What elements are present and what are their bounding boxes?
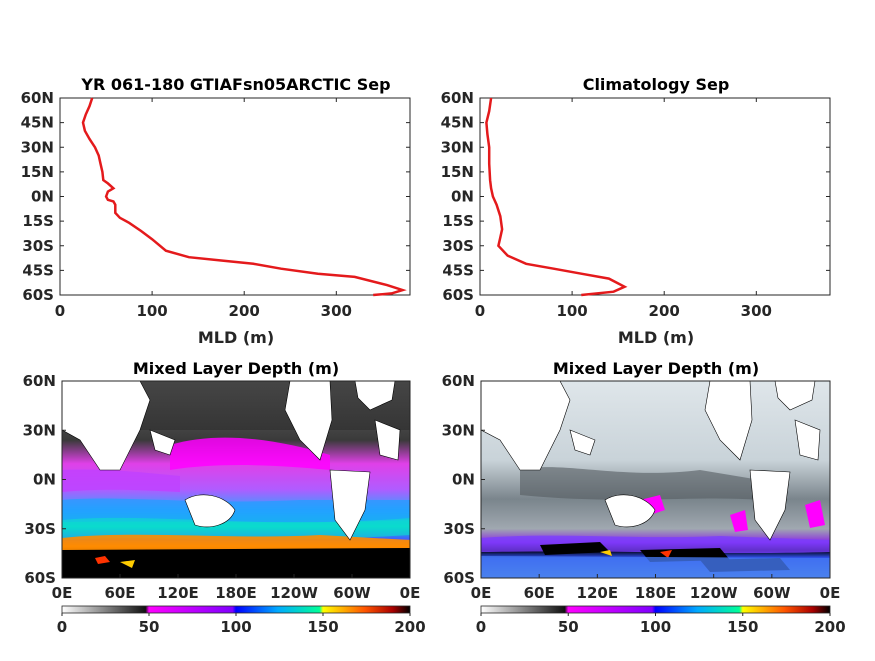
colorbar-tick-label: 100 — [640, 618, 671, 636]
colorbar-tick-label: 50 — [139, 618, 160, 636]
map-model-title: Mixed Layer Depth (m) — [133, 359, 339, 378]
ytick-label: 45S — [22, 261, 54, 279]
colorbar-tick-label: 200 — [814, 618, 845, 636]
ytick-label: 60N — [442, 372, 475, 390]
xtick-label: 60W — [333, 584, 371, 602]
ytick-label: 15N — [21, 163, 54, 181]
map-model-colorbar — [61, 605, 411, 614]
profile-clim-xlabel: MLD (m) — [618, 328, 694, 347]
ytick-label: 30S — [22, 237, 54, 255]
ytick-label: 0N — [452, 471, 475, 489]
colorbar-tick-label: 50 — [558, 618, 579, 636]
colorbar-tick-label: 150 — [727, 618, 758, 636]
xtick-label: 0E — [820, 584, 841, 602]
profile-clim-line — [485, 97, 628, 297]
map-model-colorbar-ticks: 0 50 100 150 200 — [57, 613, 426, 636]
xtick-label: 60E — [524, 584, 555, 602]
ytick-label: 0N — [31, 188, 54, 206]
map-model-xticks: 0E 60E 120E 180E 120W 60W 0E — [52, 574, 421, 602]
xtick-label: 100 — [136, 302, 167, 320]
profile-panel-model: YR 061-180 GTIAFsn05ARCTIC Sep 60S 45S 30S… — [21, 75, 411, 347]
colorbar-tick-label: 150 — [307, 618, 338, 636]
map-clim-title: Mixed Layer Depth (m) — [553, 359, 759, 378]
ytick-label: 60N — [21, 89, 54, 107]
xtick-label: 100 — [556, 302, 587, 320]
ytick-label: 30S — [443, 520, 475, 538]
profile-panel-climatology: Climatology Sep 60S45S30S15S0N15N30N45N6… — [441, 75, 831, 347]
xtick-label: 120E — [157, 584, 199, 602]
ytick-label: 30N — [23, 421, 56, 439]
ytick-label: 30N — [441, 138, 474, 156]
ytick-label: 60S — [442, 286, 474, 304]
ytick-label: 45N — [441, 114, 474, 132]
xtick-label: 60W — [753, 584, 791, 602]
xtick-label: 120W — [270, 584, 318, 602]
profile-clim-title: Climatology Sep — [583, 75, 730, 94]
profile-clim-yticks: 60S 45S 30S 15S 0N 15N 30N 45N 60N — [441, 89, 830, 304]
ytick-label: 60S — [443, 569, 475, 587]
colorbar-tick-label: 0 — [57, 618, 67, 636]
xtick-label: 120E — [577, 584, 619, 602]
profile-model-xticks: 0 100 200 300 — [55, 98, 352, 320]
ytick-label: 45N — [21, 114, 54, 132]
xtick-label: 0 — [55, 302, 65, 320]
xtick-label: 200 — [229, 302, 260, 320]
xtick-label: 120W — [690, 584, 738, 602]
ytick-label: 60N — [23, 372, 56, 390]
colorbar-tick-label: 200 — [394, 618, 425, 636]
map-clim-colorbar — [480, 605, 831, 614]
xtick-label: 60E — [104, 584, 135, 602]
xtick-label: 0E — [52, 584, 73, 602]
ytick-label: 15N — [441, 163, 474, 181]
profile-clim-xticks: 0 100 200 300 — [475, 98, 772, 320]
ytick-label: 15S — [22, 212, 54, 230]
xtick-label: 0E — [400, 584, 421, 602]
map-model-field — [62, 381, 410, 578]
colorbar-tick-label: 0 — [476, 618, 486, 636]
ytick-label: 60N — [441, 89, 474, 107]
profile-model-xlabel: MLD (m) — [198, 328, 274, 347]
profile-model-axes — [59, 97, 411, 296]
map-clim-field — [481, 381, 830, 578]
map-model-yticks: 60S 30S 0N 30N 60N — [23, 372, 66, 587]
profile-model-line — [81, 97, 407, 297]
ytick-label: 30S — [442, 237, 474, 255]
map-panel-climatology: Mixed Layer Depth (m) 60S 30S 0N 30N 60N — [442, 359, 846, 636]
ytick-label: 60S — [22, 286, 54, 304]
profile-model-yticks: 60S 45S 30S 15S 0N 15N 30N 45N 60N — [21, 89, 410, 304]
ytick-label: 0N — [33, 471, 56, 489]
ytick-label: 30N — [21, 138, 54, 156]
ytick-label: 30N — [442, 421, 475, 439]
xtick-label: 0 — [475, 302, 485, 320]
ytick-label: 45S — [442, 261, 474, 279]
map-clim-colorbar-ticks: 0 50 100 150 200 — [476, 613, 846, 636]
map-clim-xticks: 0E 60E 120E 180E 120W 60W 0E — [471, 574, 841, 602]
profile-model-title: YR 061-180 GTIAFsn05ARCTIC Sep — [80, 75, 390, 94]
xtick-label: 180E — [215, 584, 257, 602]
xtick-label: 300 — [741, 302, 772, 320]
ytick-label: 30S — [24, 520, 56, 538]
ytick-label: 60S — [24, 569, 56, 587]
ytick-label: 15S — [442, 212, 474, 230]
xtick-label: 200 — [649, 302, 680, 320]
xtick-label: 0E — [471, 584, 492, 602]
map-clim-yticks: 60S 30S 0N 30N 60N — [442, 372, 485, 587]
xtick-label: 180E — [635, 584, 677, 602]
ytick-label: 0N — [451, 188, 474, 206]
colorbar-tick-label: 100 — [220, 618, 251, 636]
xtick-label: 300 — [321, 302, 352, 320]
